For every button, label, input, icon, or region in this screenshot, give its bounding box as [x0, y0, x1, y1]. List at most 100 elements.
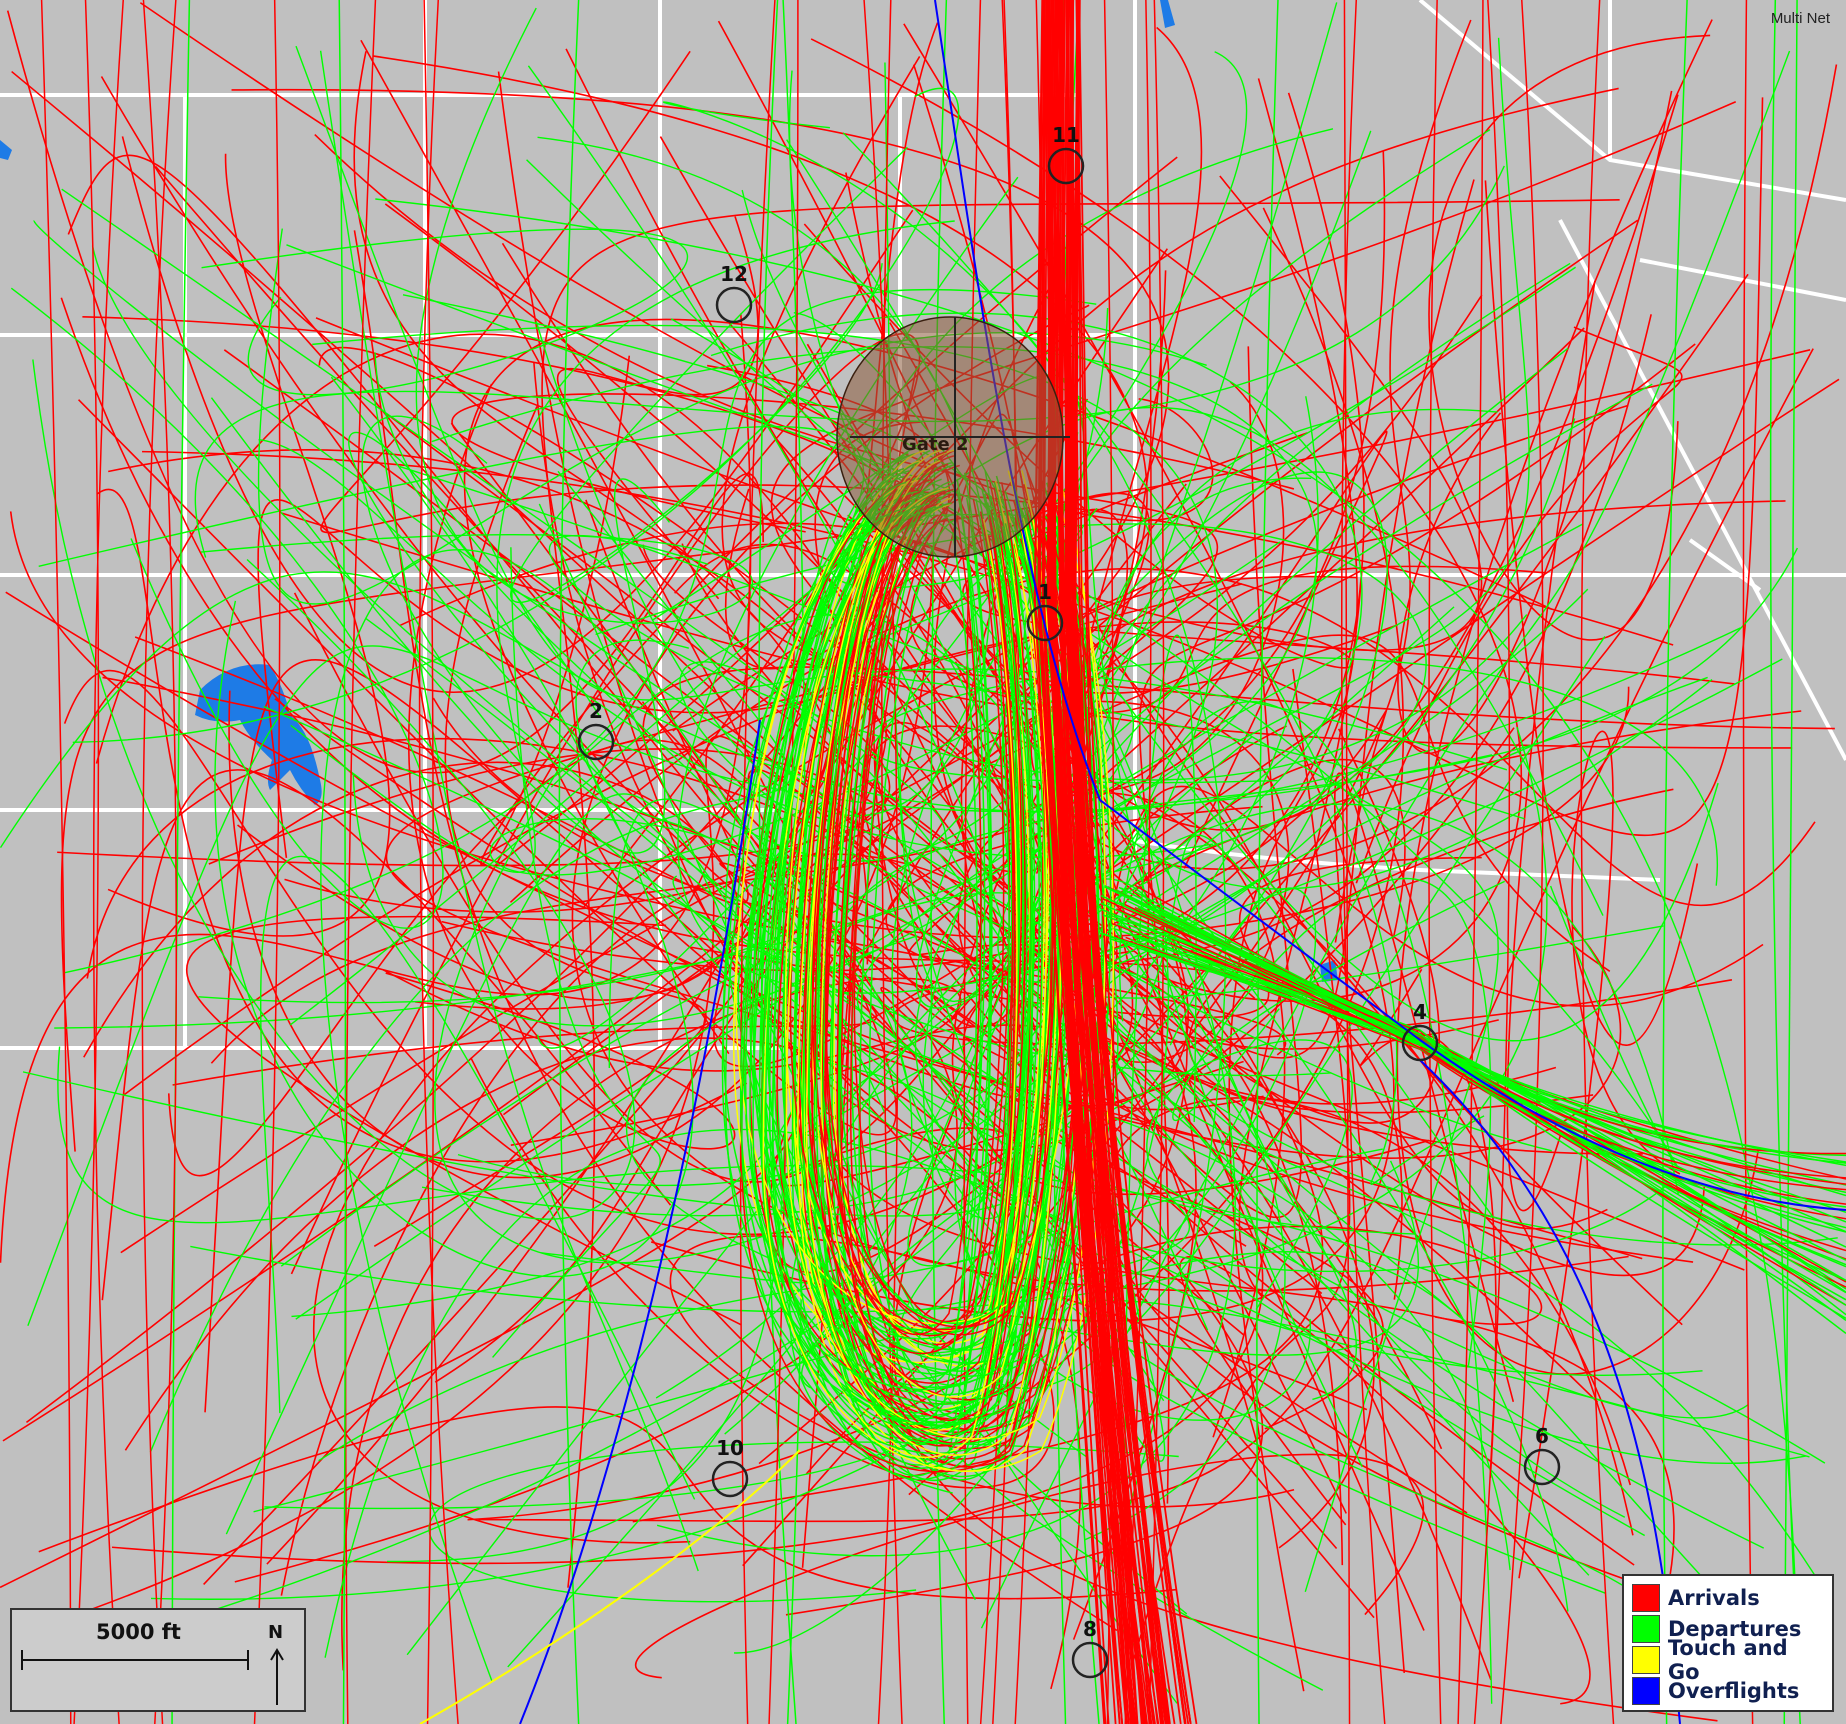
straight-track: [739, 0, 776, 1724]
arrival-track: [257, 499, 906, 858]
arrival-track: [121, 136, 914, 693]
site-11-label: 11: [1052, 123, 1080, 147]
straight-track: [40, 0, 72, 1724]
straight-track: [142, 0, 178, 1724]
arrival-track: [948, 430, 1388, 1024]
arrival-track: [0, 313, 752, 1263]
straight-track: [930, 0, 948, 1724]
departure-track: [891, 507, 1669, 1654]
departure-track: [1124, 634, 1197, 1452]
arrival-track: [1428, 34, 1711, 641]
touch-and-go-track: [419, 1449, 801, 1724]
site-2-label: 2: [589, 699, 603, 723]
pattern-track: [833, 469, 1022, 1359]
runway-track: [1047, 0, 1145, 1724]
arrival-track: [1179, 1255, 1591, 1705]
arrival-track: [1506, 280, 1596, 1212]
pattern-track: [758, 455, 1040, 1424]
site-10-label: 10: [716, 1436, 744, 1460]
arrival-track: [6, 10, 764, 774]
site-12-marker: [715, 286, 753, 324]
arrival-track: [1355, 326, 1683, 884]
departure-track: [536, 51, 1247, 1049]
pattern-track: [820, 490, 1011, 1337]
gate-2: Gate 2: [836, 316, 1070, 558]
north-label: N: [268, 1622, 284, 1643]
pattern-track: [839, 488, 1024, 1428]
departure-track: [32, 359, 636, 1220]
arrival-track: [1518, 730, 1681, 1579]
pattern-track: [798, 496, 1036, 1357]
arrival-track: [167, 739, 746, 1177]
arrival-track: [988, 634, 1611, 972]
site-1-label: 1: [1038, 580, 1052, 604]
departure-track: [63, 288, 1097, 974]
legend-swatch-overflights: [1632, 1676, 1660, 1705]
arrival-track: [541, 199, 1620, 1588]
departure-track: [91, 245, 1749, 1419]
departure-track: [510, 146, 908, 604]
departure-track: [324, 1128, 1806, 1658]
departure-track: [361, 415, 1332, 1076]
straight-track: [1457, 0, 1484, 1724]
arrival-track: [373, 406, 707, 1248]
arrival-track: [399, 522, 1608, 1230]
runway-track: [1075, 0, 1139, 1724]
runway-track: [1054, 0, 1136, 1724]
departure-track: [1119, 701, 1493, 1704]
site-4-marker: [1401, 1024, 1439, 1062]
legend-swatch-touch-and-go: [1632, 1645, 1660, 1674]
arrival-track: [509, 568, 1816, 907]
arrival-track: [962, 922, 1384, 1430]
straight-track: [768, 0, 799, 1724]
arrival-track: [95, 333, 1057, 1094]
straight-track: [782, 0, 806, 1724]
site-6-label: 6: [1535, 1424, 1549, 1448]
runway-track: [1071, 0, 1171, 1724]
site-11-marker: [1047, 147, 1085, 185]
overflight-track: [519, 719, 761, 1724]
arrival-track: [77, 39, 897, 1136]
straight-track: [1580, 0, 1615, 1724]
scale-bar: 5000 ft N: [10, 1608, 306, 1712]
arrival-track: [385, 383, 736, 1150]
site-10-marker: [711, 1460, 749, 1498]
arrival-track: [9, 511, 1287, 1056]
straight-track: [418, 0, 459, 1724]
departure-track: [741, 189, 1569, 1612]
corridor-track: [1099, 932, 1846, 1167]
pattern-track: [853, 514, 1014, 1323]
arrival-track: [2, 88, 1170, 1442]
legend-swatch-arrivals: [1632, 1583, 1660, 1612]
arrival-track: [796, 1073, 1675, 1630]
departure-track: [375, 198, 1800, 1696]
straight-track: [92, 0, 124, 1724]
overflight-track: [934, 0, 1846, 1211]
corridor-track: [1134, 907, 1846, 1293]
arrival-track: [60, 297, 1403, 1300]
arrival-track: [650, 23, 1395, 1322]
arrival-track: [38, 1406, 1176, 1600]
arrival-track: [719, 862, 1745, 1271]
arrival-track: [742, 19, 1472, 1567]
departure-track: [210, 397, 671, 854]
runway-track: [1069, 0, 1192, 1724]
gate-2-label: Gate 2: [902, 434, 969, 455]
runway-track: [1069, 0, 1190, 1724]
departure-track: [492, 547, 662, 1358]
runway-track: [1033, 0, 1106, 1724]
departure-track: [149, 470, 792, 1453]
straight-track: [344, 0, 377, 1724]
pattern-track: [820, 459, 1048, 1398]
legend-item-departures: Departures: [1632, 1613, 1826, 1644]
arrival-track: [5, 591, 1622, 1159]
arrival-track: [470, 890, 1055, 1489]
scale-label: 5000 ft: [96, 1620, 181, 1644]
corridor-track: [1137, 906, 1846, 1282]
arrival-track: [122, 223, 1354, 1096]
departure-track: [851, 452, 1679, 1169]
departure-track: [214, 376, 694, 1278]
departure-track: [828, 266, 1576, 820]
legend-item-touch-and-go: Touch and Go: [1632, 1636, 1826, 1684]
